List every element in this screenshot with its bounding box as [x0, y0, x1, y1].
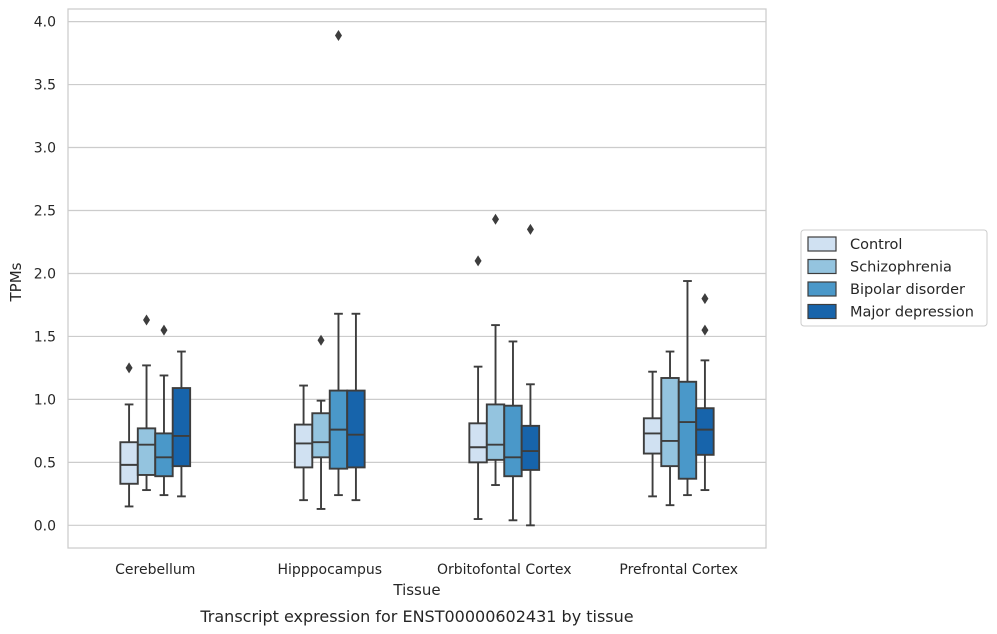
legend-swatch: [807, 281, 837, 297]
box-iqr: [695, 407, 715, 456]
box-2-3: [520, 223, 541, 527]
y-tick-label: 3.5: [34, 78, 56, 94]
box-1-3: [346, 312, 366, 502]
box-0-3: [171, 350, 192, 498]
legend-swatch: [807, 236, 837, 252]
box-0-0: [119, 362, 139, 508]
box-2-1: [485, 213, 506, 486]
chart-caption: Transcript expression for ENST0000060243…: [199, 607, 633, 626]
box-iqr: [677, 380, 698, 480]
y-tick-label: 2.5: [34, 203, 56, 219]
y-tick-label: 3.0: [34, 141, 56, 157]
box-iqr: [293, 423, 314, 469]
box-0-2: [154, 324, 174, 497]
x-tick-labels: Cerebellum Hipppocampus Orbitofontal Corte…: [115, 562, 738, 578]
legend-label: Schizophrenia: [850, 260, 952, 276]
box-iqr: [660, 377, 680, 468]
legend-item: Bipolar disorder: [807, 281, 965, 298]
box-iqr: [154, 432, 174, 478]
box-1-0: [293, 384, 314, 502]
box-iqr: [520, 424, 541, 471]
y-tick-labels: 0.0 0.5 1.0 1.5 2.0 2.5 3.0 3.5 4.0: [34, 15, 56, 535]
box-iqr: [119, 441, 139, 485]
x-tick-label: Prefrontal Cortex: [619, 562, 738, 578]
x-axis-label: Tissue: [392, 581, 440, 599]
outlier-point: [492, 213, 500, 225]
outlier-point: [526, 223, 534, 235]
box-2-0: [468, 255, 488, 520]
y-axis-label: TPMs: [7, 262, 25, 302]
box-iqr: [485, 403, 506, 461]
y-tick-label: 0.0: [34, 518, 56, 534]
legend-item: Control: [807, 236, 902, 253]
outlier-point: [701, 293, 709, 305]
outlier-point: [317, 334, 325, 346]
box-0-1: [136, 314, 157, 492]
y-tick-label: 1.5: [34, 329, 56, 345]
y-tick-label: 2.0: [34, 266, 56, 282]
y-tick-label: 4.0: [34, 15, 56, 31]
box-1-1: [311, 334, 331, 510]
legend-item: Major depression: [807, 303, 974, 321]
legend-label: Control: [850, 237, 902, 253]
legend-frame: [800, 229, 988, 327]
box-iqr: [503, 404, 523, 478]
legend-swatch: [807, 303, 837, 320]
box-iqr: [468, 422, 488, 464]
plot-frame: [67, 8, 767, 549]
legend: Control Schizophrenia Bipolar disorder Majo…: [800, 229, 988, 327]
outlier-point: [474, 255, 482, 267]
outlier-point: [160, 324, 168, 336]
box-iqr: [136, 427, 157, 476]
box-iqr: [346, 389, 366, 469]
outlier-point: [143, 314, 151, 326]
box-iqr: [642, 417, 663, 455]
box-2-2: [503, 340, 523, 522]
box-iqr: [171, 387, 192, 468]
box-3-0: [642, 370, 663, 498]
y-tick-label: 0.5: [34, 455, 56, 471]
x-tick-label: Cerebellum: [115, 562, 195, 578]
outlier-point: [334, 29, 342, 41]
x-tick-label: Orbitofontal Cortex: [437, 562, 572, 578]
box-1-2: [328, 29, 349, 497]
y-tick-label: 1.0: [34, 392, 56, 408]
legend-label: Bipolar disorder: [850, 282, 965, 298]
box-3-1: [660, 350, 680, 507]
box-3-2: [677, 280, 698, 497]
legend-label: Major depression: [850, 305, 974, 321]
outlier-point: [125, 362, 133, 374]
legend-item: Schizophrenia: [807, 258, 952, 276]
box-3-3: [695, 293, 715, 492]
x-tick-label: Hipppocampus: [277, 562, 382, 578]
box-iqr: [311, 412, 331, 459]
legend-swatch: [807, 258, 837, 275]
outlier-point: [701, 324, 709, 336]
boxes: [119, 29, 715, 527]
